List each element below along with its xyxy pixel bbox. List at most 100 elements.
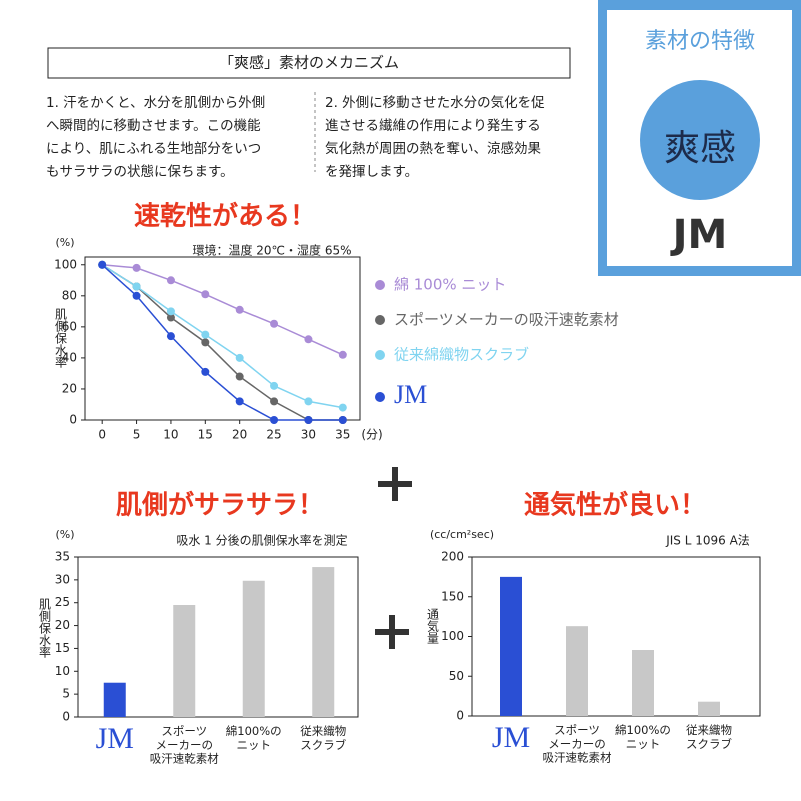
x-tick-label: 従来織物スクラブ (686, 723, 732, 751)
data-point (201, 367, 210, 376)
data-point (304, 335, 313, 344)
data-point (270, 416, 279, 424)
legend-marker (375, 280, 385, 290)
x-tick-label: JM (96, 722, 134, 755)
note: 吸水 1 分後の肌側保水率を測定 (176, 533, 347, 548)
plot-frame (84, 256, 361, 421)
y-unit: (%) (55, 528, 74, 541)
plot-frame (77, 556, 359, 718)
data-point (235, 397, 244, 406)
series-line (102, 264, 344, 356)
plus (375, 615, 409, 649)
paragraph-line: 2. 外側に移動させた水分の気化を促 (325, 95, 545, 111)
data-point (338, 416, 347, 424)
data-point (235, 305, 244, 314)
y-tick-label: 0 (62, 710, 70, 724)
y-tick-label: 60 (62, 319, 77, 333)
x-tick-label: 綿100%のニット (226, 724, 282, 752)
y-tick-label: 100 (54, 257, 77, 271)
chart-title: 速乾性がある！ (134, 201, 316, 232)
y-axis-label: 肌側保水率 (38, 598, 52, 658)
bar (632, 650, 654, 716)
data-point (270, 319, 279, 328)
legend-label: 綿 100% ニット (394, 276, 506, 294)
series-line (101, 264, 343, 421)
x-tick-label: 25 (266, 428, 281, 442)
data-point (270, 397, 279, 406)
x-tick-label: 従来織物スクラブ (300, 724, 346, 752)
paragraph-line: もサラサラの状態に保ちます。 (46, 164, 234, 180)
bar (173, 605, 196, 717)
paragraph-line: へ瞬間的に移動させます。この機能 (46, 118, 261, 134)
y-tick-label: 20 (55, 618, 70, 632)
legend-label: 従来綿織物スクラブ (394, 346, 529, 364)
data-point (235, 372, 244, 381)
data-point (235, 353, 244, 362)
y-tick-label: 30 (55, 572, 70, 586)
x-tick-label: 0 (98, 428, 106, 442)
legend-marker (375, 392, 385, 402)
y-tick-label: 50 (449, 669, 464, 683)
data-point (132, 263, 141, 272)
bar (500, 576, 522, 716)
data-point (201, 338, 210, 347)
x-tick-label: スポーツメーカーの吸汗速乾素材 (543, 723, 612, 765)
data-point (166, 276, 175, 285)
data-point (201, 290, 210, 299)
badge-title: 素材の特徴 (645, 29, 755, 54)
header-title: 「爽感」素材のメカニズム (219, 54, 399, 72)
y-tick-label: 0 (69, 413, 77, 427)
x-tick-label: 20 (232, 428, 247, 442)
paragraph-line: 1. 汗をかくと、水分を肌側から外側 (46, 95, 265, 111)
legend-label: JM (394, 380, 427, 409)
paragraph-line: 進させる繊維の作用により発生する (325, 118, 541, 134)
series-line (101, 264, 343, 409)
y-tick-label: 20 (62, 381, 77, 395)
paragraph-line: 気化熱が周囲の熱を奪い、涼感効果 (325, 140, 541, 157)
bar (312, 567, 335, 717)
data-point (166, 332, 175, 341)
y-tick-label: 25 (55, 595, 70, 609)
x-tick-label: 10 (163, 428, 178, 442)
y-tick-label: 200 (441, 550, 464, 564)
paragraph-line: により、肌にふれる生地部分をいつ (46, 141, 261, 157)
data-point (338, 403, 347, 412)
legend-marker (375, 315, 385, 325)
series-line (101, 264, 343, 421)
badge-brand: JM (670, 212, 728, 258)
note: 環境：温度 20℃・湿度 65% (192, 243, 351, 258)
x-tick-label: 綿100%のニット (615, 723, 671, 751)
note: JIS L 1096 A法 (665, 534, 750, 548)
plus (378, 467, 412, 501)
data-point (338, 350, 347, 359)
data-point (201, 330, 210, 339)
y-tick-label: 0 (456, 709, 464, 723)
plus-signs (375, 467, 412, 649)
paragraph-line: を発揮します。 (325, 164, 418, 180)
badge-name: 爽感 (664, 128, 736, 169)
y-tick-label: 150 (441, 589, 464, 603)
bar (103, 682, 126, 717)
data-point (270, 381, 279, 390)
x-tick-label: 5 (133, 428, 141, 442)
x-tick-label: 15 (198, 428, 213, 442)
y-tick-label: 15 (55, 641, 70, 655)
chart-title: 肌側がサラサラ！ (116, 490, 324, 521)
header-box (47, 47, 571, 79)
y-axis-label: 通気量 (426, 608, 440, 644)
y-tick-label: 5 (62, 687, 70, 701)
data-point (98, 260, 107, 269)
x-unit: (分) (361, 428, 382, 442)
data-point (304, 397, 313, 406)
badge-circle (640, 80, 760, 200)
bar (242, 580, 265, 717)
x-tick-label: JM (492, 721, 530, 754)
y-axis-label: 肌側保水率 (54, 308, 68, 368)
data-point (166, 313, 175, 322)
y-tick-label: 10 (55, 664, 70, 678)
y-unit: (%) (55, 236, 74, 249)
bar (698, 701, 720, 716)
data-point (166, 307, 175, 316)
y-tick-label: 80 (62, 288, 77, 302)
